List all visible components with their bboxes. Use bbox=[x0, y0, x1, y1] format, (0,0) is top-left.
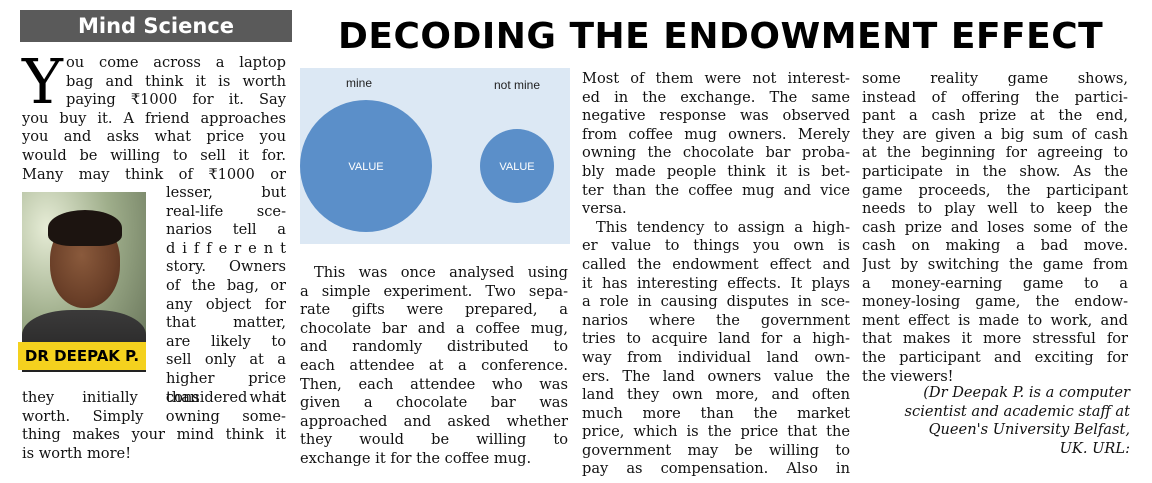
column-3: Most of them were not interest- ed in th… bbox=[582, 70, 850, 479]
text-line: given a chocolate bar was bbox=[300, 394, 568, 412]
author-name-label: DR DEEPAK P. bbox=[18, 342, 146, 370]
diagram-label-not-mine: not mine bbox=[494, 78, 540, 92]
text-line: the viewers! bbox=[862, 367, 954, 385]
credit-line: Queen's University Belfast, bbox=[928, 421, 1130, 439]
drop-cap: Y bbox=[22, 45, 63, 118]
text-line: ter than the coffee mug and vice bbox=[582, 181, 850, 199]
text-line: at the beginning for agreeing to bbox=[862, 144, 1128, 162]
column-1-bottom: they initially considered it worth. Simp… bbox=[22, 389, 286, 463]
text-line: er value to things you own is bbox=[582, 237, 850, 255]
value-diagram-svg: mine not mine VALUE VALUE bbox=[300, 76, 554, 232]
text-line: you and asks what price you bbox=[22, 128, 286, 146]
text-line: owning the chocolate bar proba- bbox=[582, 144, 850, 162]
credit-line: UK. URL: bbox=[1059, 439, 1130, 457]
text-line: that matter, bbox=[166, 314, 286, 332]
text-line: bly made people think it is bet- bbox=[582, 162, 850, 180]
text-line: rate gifts were prepared, a bbox=[300, 301, 568, 319]
text-line: approached and asked whether bbox=[300, 412, 568, 430]
text-line: than what bbox=[166, 388, 286, 406]
text-line: ed in the exchange. The same bbox=[582, 88, 850, 106]
text-line: you buy it. A friend approaches bbox=[22, 109, 286, 127]
text-line: much more than the market bbox=[582, 404, 850, 422]
author-credit: (Dr Deepak P. is a computer scientist an… bbox=[862, 384, 1130, 458]
text-line: would be willing to sell it for. bbox=[22, 146, 286, 164]
large-value-circle bbox=[300, 100, 432, 232]
credit-line: (Dr Deepak P. is a computer bbox=[923, 384, 1130, 401]
text-line: a simple experiment. Two sepa- bbox=[300, 282, 568, 300]
text-line: needs to play well to keep the bbox=[862, 200, 1128, 218]
diagram-label-mine: mine bbox=[346, 76, 372, 90]
text-line: thing makes your mind think it bbox=[22, 426, 286, 444]
text-line: way from individual land own- bbox=[582, 348, 850, 366]
text-line: Many may think of ₹1000 or bbox=[22, 165, 286, 183]
text-line: exchange it for the coffee mug. bbox=[300, 449, 532, 467]
small-value-circle bbox=[480, 129, 554, 203]
text-line: Just by switching the game from bbox=[862, 255, 1128, 273]
text-line: paying ₹1000 for it. Say bbox=[66, 91, 286, 109]
text-line: and randomly distributed to bbox=[300, 338, 568, 356]
text-line: they would be willing to bbox=[300, 431, 568, 449]
text-line: a money-earning game to a bbox=[862, 274, 1128, 292]
text-line: of the bag, or bbox=[166, 276, 286, 294]
column-1-wrap: lesser, but real-life sce- narios tell a… bbox=[166, 184, 286, 407]
text-line: instead of offering the partici- bbox=[862, 88, 1128, 106]
text-line: each attendee at a conference. bbox=[300, 356, 568, 374]
text-line: land they own more, and often bbox=[582, 386, 850, 404]
text-line: bag and think it is worth bbox=[66, 72, 286, 90]
text-line: that makes it more stressful for bbox=[862, 330, 1128, 348]
text-line: called the endowment effect and bbox=[582, 255, 850, 273]
text-line: narios tell a bbox=[166, 221, 286, 239]
text-line: worth. Simply owning some- bbox=[22, 407, 286, 425]
column-2: This was once analysed using a simple ex… bbox=[300, 264, 568, 469]
text-line: ou come across a laptop bbox=[66, 54, 286, 71]
section-label: Mind Science bbox=[20, 10, 292, 42]
text-line: it has interesting effects. It plays bbox=[582, 274, 850, 292]
text-line: narios where the government bbox=[582, 311, 850, 329]
text-line: some reality game shows, bbox=[862, 70, 1128, 87]
text-line: versa. bbox=[582, 200, 627, 218]
text-line: higher price bbox=[166, 369, 286, 387]
text-line: participate in the show. As the bbox=[862, 162, 1128, 180]
text-line: is worth more! bbox=[22, 444, 132, 462]
text-line: cash prize and loses some of the bbox=[862, 218, 1128, 236]
text-line: pant a cash prize at the end, bbox=[862, 107, 1128, 125]
text-line: ers. The land owners value the bbox=[582, 367, 850, 385]
text-line: pay as compensation. Also in bbox=[582, 460, 850, 478]
small-circle-label: VALUE bbox=[499, 161, 534, 173]
text-line: ment effect is made to work, and bbox=[862, 311, 1128, 329]
text-line: the participant and exciting for bbox=[862, 348, 1128, 366]
text-line: government may be willing to bbox=[582, 441, 850, 459]
large-circle-label: VALUE bbox=[348, 161, 383, 173]
text-line: they are given a big sum of cash bbox=[862, 125, 1128, 143]
text-line: a role in causing disputes in sce- bbox=[582, 293, 850, 311]
text-line: chocolate bar and a coffee mug, bbox=[300, 319, 568, 337]
text-line: money-losing game, the endow- bbox=[862, 293, 1128, 311]
text-line: tries to acquire land for a high- bbox=[582, 330, 850, 348]
column-4: some reality game shows, instead of offe… bbox=[862, 70, 1128, 386]
column-1-top: ou come across a laptop bag and think it… bbox=[66, 54, 286, 110]
value-diagram: mine not mine VALUE VALUE bbox=[300, 68, 570, 244]
text-line: from coffee mug owners. Merely bbox=[582, 125, 850, 143]
headline: DECODING THE ENDOWMENT EFFECT bbox=[338, 16, 1104, 57]
text-line: story. Owners bbox=[166, 258, 286, 276]
text-line: they initially considered it bbox=[22, 389, 286, 406]
text-line: This tendency to assign a high- bbox=[596, 218, 850, 236]
credit-line: scientist and academic staff at bbox=[904, 402, 1130, 420]
text-line: d i f f e r e n t bbox=[166, 239, 286, 257]
text-line: any object for bbox=[166, 295, 286, 313]
text-line: real-life sce- bbox=[166, 202, 286, 220]
column-1-mid: you buy it. A friend approaches you and … bbox=[22, 110, 286, 184]
text-line: lesser, but bbox=[166, 184, 286, 201]
text-line: Most of them were not interest- bbox=[582, 70, 850, 87]
text-line: Then, each attendee who was bbox=[300, 375, 568, 393]
text-line: negative response was observed bbox=[582, 107, 850, 125]
text-line: cash on making a bad move. bbox=[862, 237, 1128, 255]
text-line: game proceeds, the participant bbox=[862, 181, 1128, 199]
text-line: sell only at a bbox=[166, 351, 286, 369]
text-line: price, which is the price that the bbox=[582, 423, 850, 441]
text-line: are likely to bbox=[166, 332, 286, 350]
text-line: This was once analysed using bbox=[314, 264, 568, 281]
